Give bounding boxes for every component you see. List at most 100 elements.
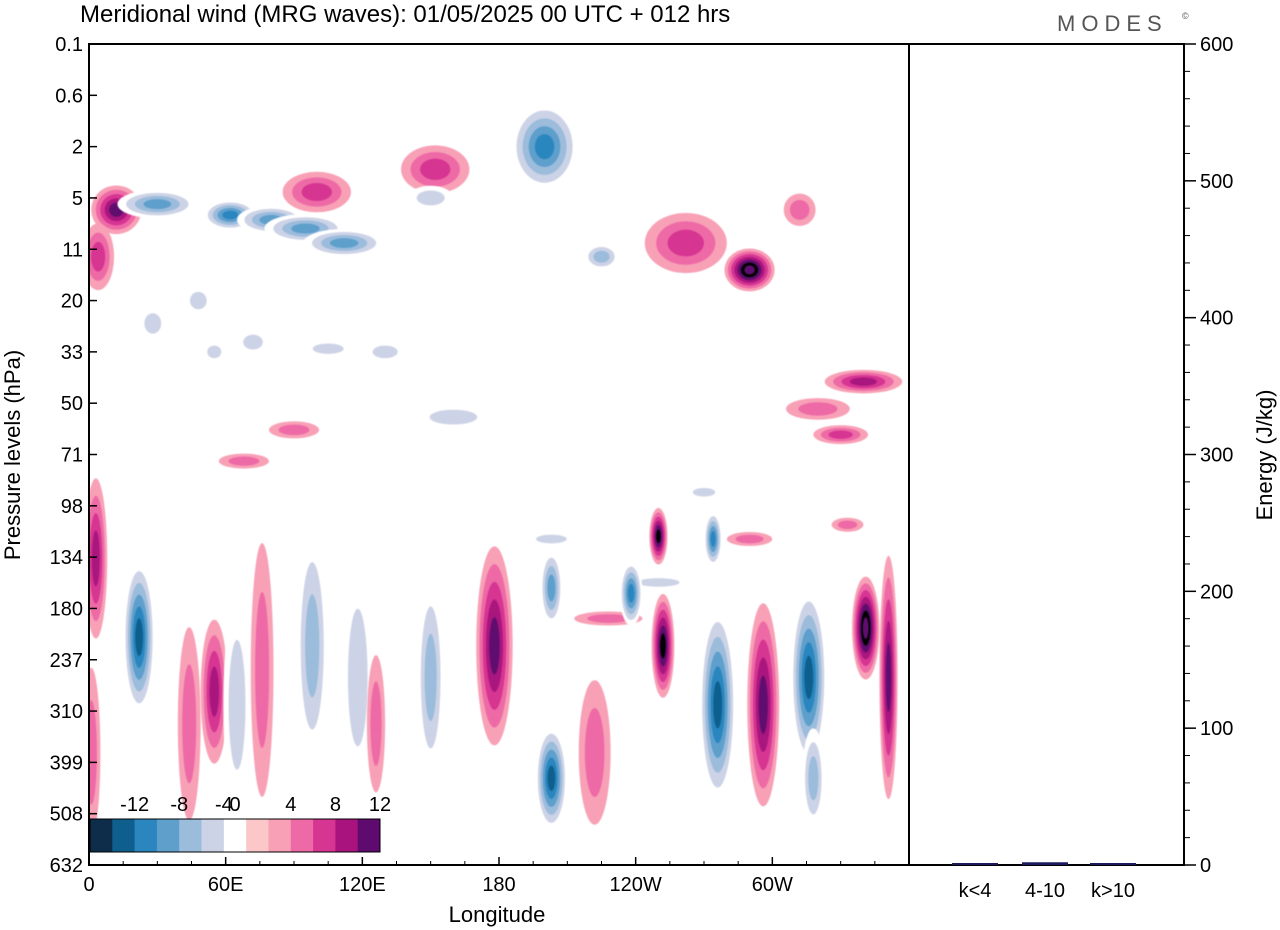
contour-band [278,424,310,436]
pressure-tick-label: 20 [61,291,83,313]
contour-band [228,456,260,466]
pressure-tick-label: 508 [50,804,83,826]
colorbar-label: -8 [170,794,188,816]
contour-band [735,534,764,544]
contour-cell [824,369,903,394]
contour-cell [535,725,568,831]
contour-band [535,534,567,544]
contour-band [849,377,877,386]
contour-cell [89,478,108,639]
contour-cell [184,286,212,315]
heatmap-contours [89,102,903,838]
contour-band [489,617,500,675]
longitude-tick-label: 180 [482,874,515,896]
x-axis-label: Longitude [449,902,546,927]
contour-cell [268,421,320,439]
contour-cell [790,587,827,767]
colorbar-label: -4 [215,794,233,816]
colorbar-swatch [90,819,113,852]
contour-band [713,681,723,729]
energy-bar [1090,863,1136,865]
contour-cell [831,517,864,532]
contour-band [301,183,332,202]
colorbar-swatch [201,819,225,852]
pressure-tick-label: 399 [50,752,83,774]
brand-mark: © [1182,11,1189,21]
contour-cell [89,667,101,838]
contour-band [207,345,222,359]
longitude-axis: 0 60E 120E 180 120W 60W [83,857,876,896]
contour-cell [704,511,723,567]
colorbar-label: 0 [229,794,240,816]
longitude-tick-label: 0 [83,874,94,896]
contour-cell [123,559,156,716]
contour-cell [540,549,563,627]
longitude-tick-label: 60W [752,874,793,896]
energy-bar [1022,862,1068,865]
contour-band [372,345,398,359]
contour-band [429,409,478,425]
contour-band [91,530,100,587]
pressure-tick-label: 33 [61,342,83,364]
contour-cell [801,728,825,829]
contour-cell [303,228,386,258]
pressure-tick-label: 11 [62,239,83,261]
chart-title: Meridional wind (MRG waves): 01/05/2025 … [80,1,730,28]
contour-band [209,666,220,717]
contour-cell [407,185,454,211]
contour-cell [747,603,780,807]
contour-band [584,707,605,797]
wavenumber-label: k<4 [959,880,992,902]
contour-band [182,664,197,784]
longitude-tick-label: 60E [208,874,244,896]
contour-band [222,210,239,220]
contour-cell [699,607,736,803]
contour-cell [177,627,201,821]
contour-band [656,529,661,544]
contour-band [347,608,368,747]
contour-band [862,617,869,639]
colorbar-label: 8 [330,794,341,816]
y-axis-label: Pressure levels (hPa) [0,350,25,560]
contour-cell [218,453,269,469]
contour-cell [651,594,675,698]
contour-band [547,765,556,792]
pressure-tick-label: 180 [50,598,83,620]
energy-panel-frame [908,43,1185,866]
energy-tick-label: 100 [1200,718,1233,740]
contour-band [424,633,437,722]
colorbar-label: 4 [285,794,296,816]
contour-band [143,199,172,210]
contour-cell [813,425,869,445]
contour-cell [200,619,228,764]
contour-cell [786,398,850,420]
contour-cell [852,576,880,680]
pressure-tick-label: 632 [50,855,83,877]
contour-band [660,633,666,659]
contour-band [91,241,106,272]
contour-band [837,520,858,530]
pressure-tick-label: 0.1 [55,34,83,56]
colorbar-swatch [179,819,202,852]
pressure-tick-label: 71 [61,445,83,467]
colorbar-label: 12 [369,794,391,816]
contour-band [593,250,610,263]
contour-cell [724,248,775,292]
longitude-tick-label: 120E [339,874,386,896]
pressure-tick-label: 0.6 [55,85,83,107]
contour-cell [117,189,198,219]
contour-cell [783,193,816,226]
wavenumber-axis: k<4 4-10 k>10 [959,880,1135,902]
contour-band [534,134,555,160]
contour-band [627,584,635,603]
colorbar-label: -12 [120,794,149,816]
contour-band [416,190,445,206]
contour-cell [282,171,351,213]
energy-tick-label: 500 [1200,171,1233,193]
colorbar-swatch [357,819,381,852]
contour-cell [685,485,723,500]
colorbar-swatch [290,819,314,852]
contour-band [312,343,344,354]
contour-band [667,229,704,257]
contour-band [135,618,143,657]
